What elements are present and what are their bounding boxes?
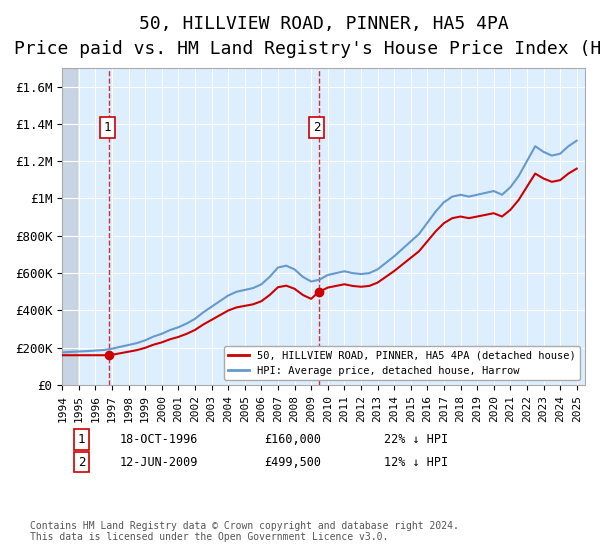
Text: Contains HM Land Registry data © Crown copyright and database right 2024.
This d: Contains HM Land Registry data © Crown c…	[30, 521, 459, 543]
Text: 1: 1	[103, 121, 111, 134]
Text: 22% ↓ HPI: 22% ↓ HPI	[384, 433, 448, 446]
Bar	[62, 68, 77, 385]
Text: 2: 2	[78, 455, 86, 469]
Text: 12-JUN-2009: 12-JUN-2009	[120, 455, 199, 469]
Text: 18-OCT-1996: 18-OCT-1996	[120, 433, 199, 446]
Text: £160,000: £160,000	[264, 433, 321, 446]
Text: 12% ↓ HPI: 12% ↓ HPI	[384, 455, 448, 469]
Text: 2: 2	[313, 121, 321, 134]
Text: £499,500: £499,500	[264, 455, 321, 469]
Legend: 50, HILLVIEW ROAD, PINNER, HA5 4PA (detached house), HPI: Average price, detache: 50, HILLVIEW ROAD, PINNER, HA5 4PA (deta…	[224, 346, 580, 380]
Text: 1: 1	[78, 433, 86, 446]
Title: 50, HILLVIEW ROAD, PINNER, HA5 4PA
Price paid vs. HM Land Registry's House Price: 50, HILLVIEW ROAD, PINNER, HA5 4PA Price…	[14, 15, 600, 58]
